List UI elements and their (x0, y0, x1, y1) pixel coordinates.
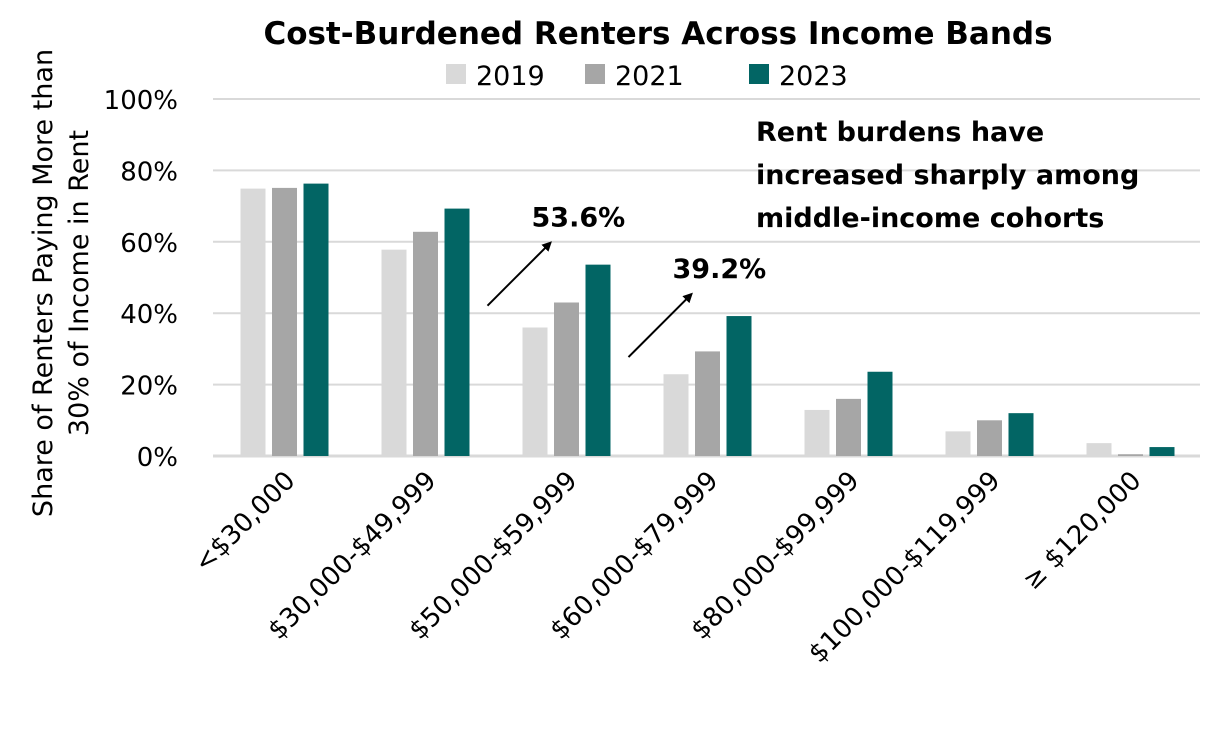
y-axis-label-line-1: Share of Renters Paying More than (28, 49, 59, 517)
bar-2021 (836, 398, 861, 456)
bar-2021 (977, 420, 1002, 456)
legend-label-2023: 2023 (779, 61, 848, 92)
y-tick-label: 60% (120, 229, 178, 259)
bar-2019 (522, 327, 548, 456)
legend: 2019 2021 2023 (446, 61, 848, 92)
legend-label-2019: 2019 (476, 61, 545, 92)
bar-2019 (1086, 443, 1112, 456)
y-tick-label: 40% (120, 300, 178, 330)
bar-2019 (804, 409, 830, 456)
chart-title: Cost-Burdened Renters Across Income Band… (263, 16, 1052, 52)
bar-2019 (945, 431, 971, 456)
y-tick-label: 0% (137, 443, 178, 473)
bar-2021 (554, 302, 579, 456)
bar-2021 (695, 351, 720, 456)
annotation-arrow (486, 241, 552, 307)
bar-2023 (867, 371, 893, 456)
bar-2023 (444, 208, 470, 456)
x-tick-label: ≥ $120,000 (1017, 466, 1147, 596)
bar-2019 (240, 188, 266, 456)
bar-2023 (585, 264, 611, 456)
legend-swatch-2019 (446, 64, 466, 84)
legend-swatch-2021 (585, 64, 605, 84)
bar-2023 (1149, 447, 1175, 456)
x-tick-label: <$30,000 (189, 466, 302, 579)
bar-2019 (663, 374, 689, 456)
annotation-label: 39.2% (673, 254, 767, 285)
y-tick-label: 100% (104, 86, 178, 116)
annotations: 53.6% 39.2% (486, 203, 767, 358)
bars (240, 183, 1175, 456)
bar-2019 (381, 249, 407, 456)
annotation-arrow (627, 292, 693, 358)
bar-2021 (413, 231, 438, 456)
callout-line-3: middle-income cohorts (756, 203, 1104, 234)
y-axis-ticks: 0% 20% 40% 60% 80% 100% (104, 86, 178, 473)
callout-line-1: Rent burdens have (756, 117, 1044, 148)
legend-swatch-2023 (749, 64, 769, 84)
bar-2023 (726, 316, 752, 456)
bar-2021 (272, 187, 297, 456)
y-axis-label: Share of Renters Paying More than 30% of… (28, 49, 95, 517)
y-axis-label-line-2: 30% of Income in Rent (64, 130, 95, 436)
annotation-label: 53.6% (532, 203, 626, 234)
callout-line-2: increased sharply among (756, 160, 1139, 191)
bar-2021 (1118, 454, 1143, 456)
gridlines (213, 98, 1200, 458)
legend-label-2021: 2021 (615, 61, 684, 92)
callout-text: Rent burdens have increased sharply amon… (756, 117, 1139, 234)
bar-2023 (1008, 413, 1034, 456)
y-tick-label: 80% (120, 157, 178, 187)
bar-2023 (303, 183, 329, 456)
y-tick-label: 20% (120, 372, 178, 402)
x-axis-ticks: <$30,000$30,000-$49,999$50,000-$59,999$6… (189, 466, 1148, 669)
